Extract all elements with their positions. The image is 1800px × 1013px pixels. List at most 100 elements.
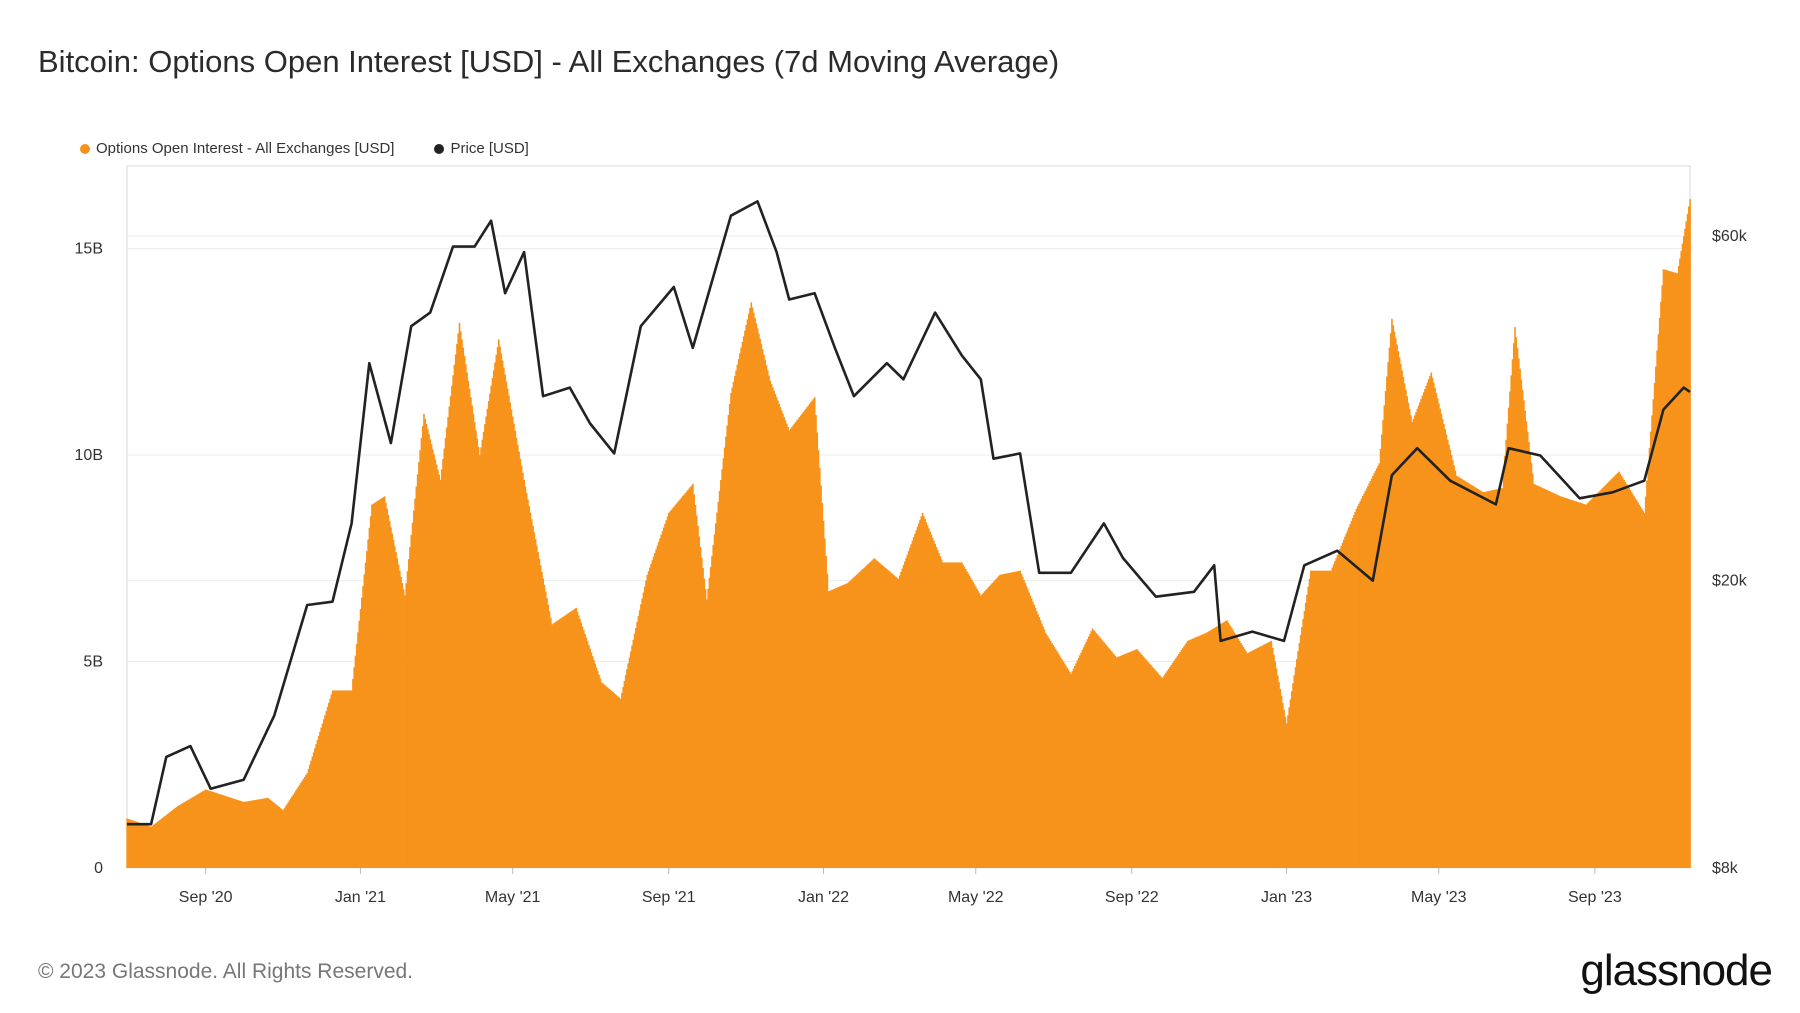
oi-bar <box>788 430 791 868</box>
oi-bar <box>909 547 911 868</box>
oi-bar <box>1562 497 1565 868</box>
oi-bar <box>1605 484 1608 868</box>
oi-bar <box>149 826 151 868</box>
oi-bar <box>291 796 293 868</box>
oi-bar <box>1153 669 1156 868</box>
oi-bar <box>1661 285 1663 868</box>
oi-bar <box>1071 671 1074 868</box>
oi-bar <box>1259 646 1261 868</box>
oi-bar <box>1353 514 1355 868</box>
oi-bar <box>1534 484 1537 868</box>
oi-bar <box>1105 645 1108 868</box>
oi-bar <box>1162 676 1165 868</box>
oi-bar <box>887 570 890 868</box>
oi-bar <box>338 690 340 868</box>
oi-bar <box>416 474 419 868</box>
oi-bar <box>905 558 907 868</box>
oi-bar <box>999 574 1001 868</box>
oi-bar <box>1020 573 1023 868</box>
oi-bar <box>864 566 867 868</box>
oi-bar <box>1441 418 1444 868</box>
oi-bar <box>811 400 813 868</box>
oi-bar <box>1370 478 1373 868</box>
oi-bar <box>1520 379 1523 868</box>
oi-bar <box>1209 630 1212 868</box>
oi-bar <box>387 514 390 868</box>
oi-bar <box>1658 317 1661 868</box>
oi-bar <box>184 801 187 868</box>
oi-bar <box>707 588 709 868</box>
oi-bar <box>1219 624 1222 868</box>
oi-bar <box>1308 578 1311 868</box>
x-tick-label: May '23 <box>1411 889 1467 906</box>
oi-bar <box>632 639 635 868</box>
legend-item-price[interactable]: Price [USD] <box>434 140 529 157</box>
oi-bar <box>359 609 362 868</box>
oi-bar <box>975 586 977 868</box>
oi-bar <box>600 682 603 868</box>
oi-bar <box>569 612 571 868</box>
oi-bar <box>407 559 410 868</box>
oi-bar <box>1297 651 1299 868</box>
oi-bar <box>1264 644 1266 868</box>
oi-bar <box>458 322 461 869</box>
oi-bar <box>874 559 877 868</box>
oi-bar <box>787 426 789 868</box>
oi-bar <box>1551 492 1553 868</box>
oi-bar <box>1171 663 1174 868</box>
oi-bar <box>321 723 324 868</box>
oi-bar <box>1035 610 1038 868</box>
oi-bar <box>1008 573 1010 868</box>
oi-bar <box>216 793 218 868</box>
oi-bar <box>155 822 158 868</box>
oi-bar <box>1110 651 1113 868</box>
oi-bar <box>1653 382 1656 868</box>
oi-bar <box>693 494 695 868</box>
oi-bar <box>292 794 295 868</box>
oi-bar <box>317 735 320 868</box>
oi-bar <box>1312 570 1315 868</box>
oi-bar <box>1226 620 1228 868</box>
oi-bar <box>1245 651 1247 868</box>
oi-bar <box>1222 622 1225 868</box>
oi-bar <box>402 589 405 868</box>
oi-bar <box>1680 251 1683 868</box>
oi-bar <box>508 395 510 868</box>
oi-bar <box>256 799 259 868</box>
oi-bar <box>491 377 494 868</box>
oi-bar <box>1439 408 1441 868</box>
oi-bar <box>314 748 316 868</box>
oi-bar <box>496 347 499 868</box>
oi-bar <box>1438 403 1440 868</box>
oi-bar <box>1174 659 1176 868</box>
oi-bar <box>850 579 853 868</box>
oi-bar <box>655 549 657 868</box>
oi-bar <box>619 698 622 868</box>
oi-bar <box>835 588 838 868</box>
oi-bar <box>1032 601 1034 868</box>
oi-bar <box>1505 439 1507 868</box>
oi-bar <box>1158 675 1161 868</box>
oi-bar <box>920 516 923 868</box>
oi-bar <box>761 349 764 868</box>
oi-bar <box>1325 570 1327 868</box>
oi-bar <box>1316 570 1318 868</box>
oi-bar <box>690 485 693 868</box>
oi-bar <box>188 799 191 868</box>
oi-bar <box>1477 489 1480 868</box>
oi-bar <box>1106 646 1109 868</box>
oi-bar <box>1242 647 1245 868</box>
oi-bar <box>393 545 396 868</box>
oi-bar <box>591 656 594 868</box>
oi-bar <box>978 593 981 868</box>
legend-item-oi[interactable]: Options Open Interest - All Exchanges [U… <box>80 140 394 157</box>
oi-bar <box>476 438 479 868</box>
oi-bar <box>1526 431 1529 868</box>
oi-bar <box>1594 495 1596 868</box>
oi-bar <box>1535 485 1538 868</box>
oi-bar <box>933 540 935 868</box>
oi-bar <box>1301 626 1303 868</box>
oi-bar <box>161 817 164 868</box>
oi-bar <box>648 567 651 868</box>
oi-bar <box>1544 489 1547 868</box>
